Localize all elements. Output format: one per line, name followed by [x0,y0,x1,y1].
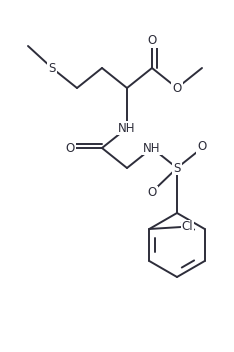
Text: S: S [48,62,56,75]
Text: O: O [197,140,207,153]
Text: O: O [172,82,182,94]
Text: Cl: Cl [182,220,193,233]
Text: S: S [173,162,181,175]
Text: NH: NH [118,121,136,134]
Text: O: O [147,34,157,48]
Text: O: O [65,142,75,155]
Text: O: O [147,187,157,200]
Text: NH: NH [143,142,161,155]
